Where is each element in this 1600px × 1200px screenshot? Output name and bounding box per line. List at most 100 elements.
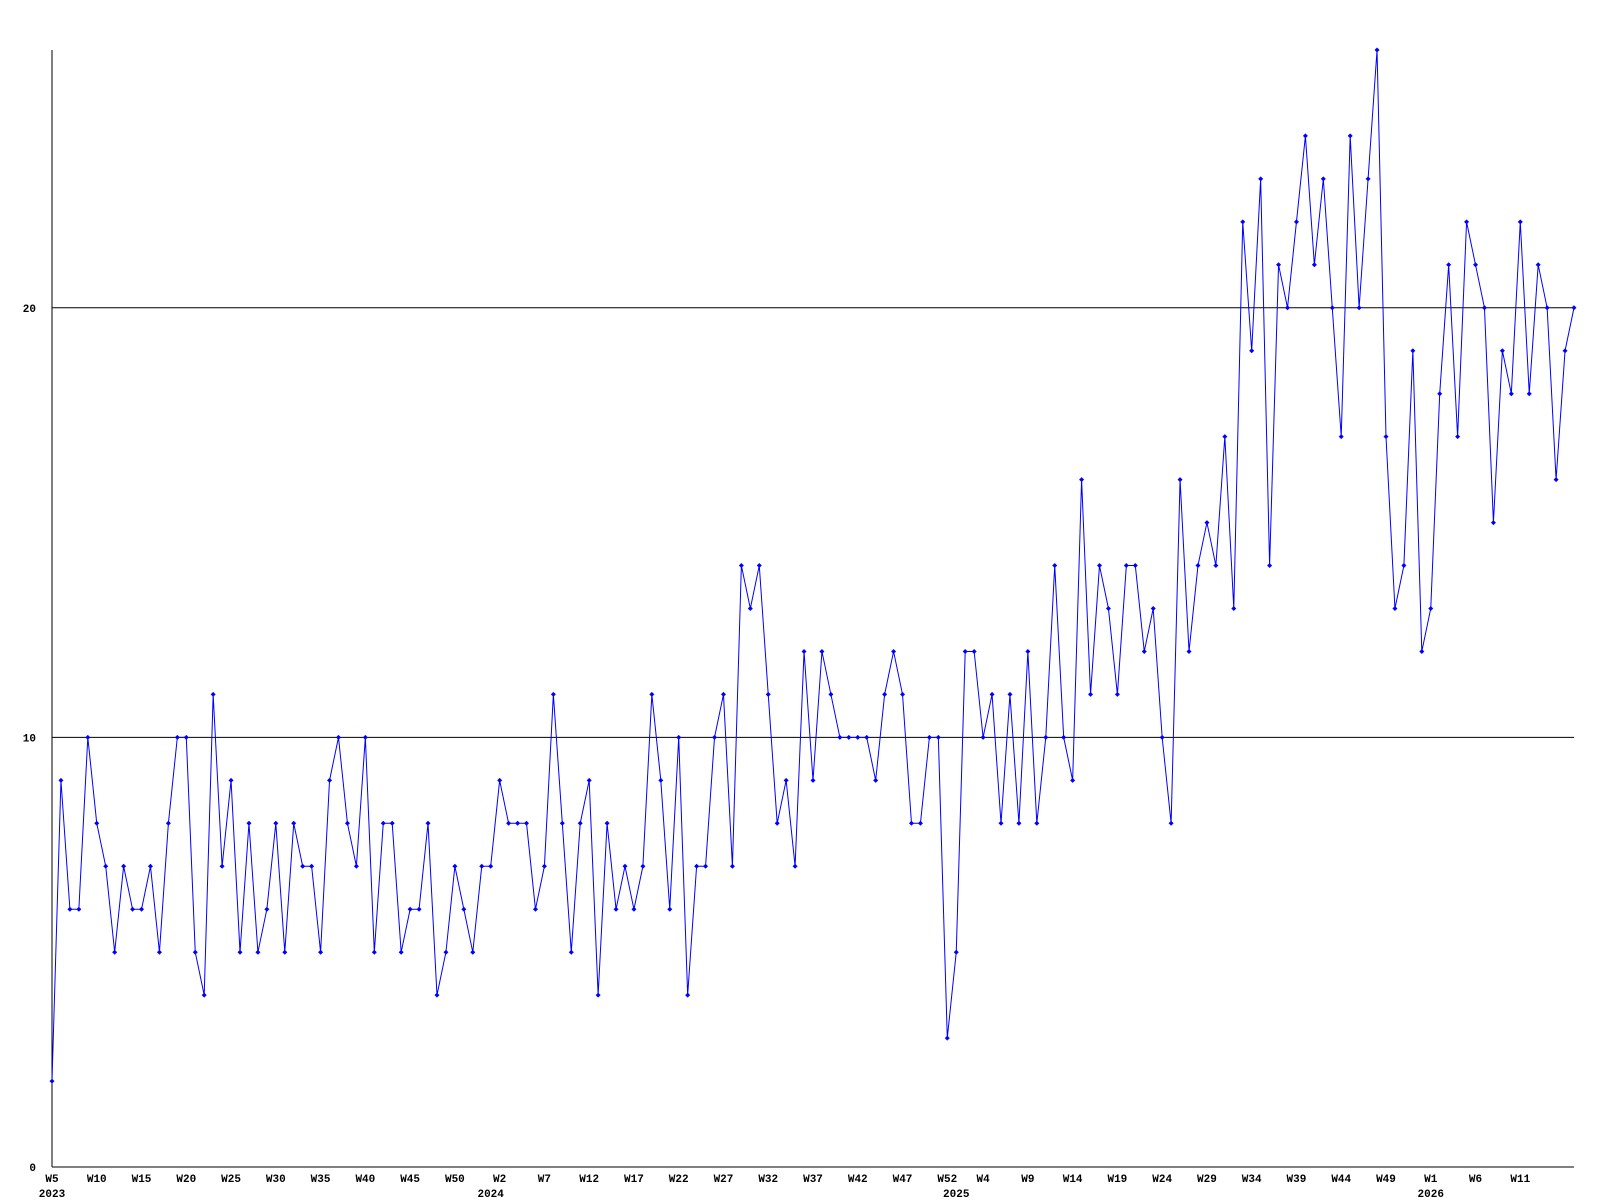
x-tick-label: W17 bbox=[624, 1174, 644, 1186]
point-marker bbox=[1338, 434, 1344, 440]
x-tick-label: W22 bbox=[669, 1174, 689, 1186]
point-marker bbox=[998, 820, 1004, 826]
point-marker bbox=[774, 820, 780, 826]
point-marker bbox=[237, 949, 243, 955]
point-marker bbox=[1293, 219, 1299, 225]
series-line bbox=[51, 49, 1575, 1082]
point-marker bbox=[837, 734, 843, 740]
point-marker bbox=[810, 777, 816, 783]
point-marker bbox=[1464, 219, 1470, 225]
x-tick-label: W27 bbox=[714, 1174, 734, 1186]
point-marker bbox=[891, 648, 897, 654]
point-marker bbox=[1132, 563, 1138, 569]
point-marker bbox=[1365, 176, 1371, 182]
point-marker bbox=[568, 949, 574, 955]
year-label: 2024 bbox=[477, 1189, 504, 1200]
x-tick-label: W40 bbox=[355, 1174, 375, 1186]
point-marker bbox=[1070, 777, 1076, 783]
point-marker bbox=[1195, 563, 1201, 569]
x-tick-label: W32 bbox=[758, 1174, 778, 1186]
point-marker bbox=[1240, 219, 1246, 225]
point-marker bbox=[1553, 477, 1559, 483]
point-marker bbox=[156, 949, 162, 955]
year-label: 2026 bbox=[1418, 1189, 1444, 1200]
point-marker bbox=[1249, 348, 1255, 354]
point-marker bbox=[694, 863, 700, 869]
x-tick-label: W42 bbox=[848, 1174, 868, 1186]
x-tick-label: W4 bbox=[977, 1174, 991, 1186]
point-marker bbox=[1535, 262, 1541, 268]
point-marker bbox=[1034, 820, 1040, 826]
point-marker bbox=[264, 906, 270, 912]
point-marker bbox=[1311, 262, 1317, 268]
x-tick-label: W9 bbox=[1021, 1174, 1034, 1186]
x-tick-label: W14 bbox=[1063, 1174, 1083, 1186]
point-marker bbox=[1517, 219, 1523, 225]
point-marker bbox=[577, 820, 583, 826]
point-marker bbox=[174, 734, 180, 740]
point-marker bbox=[1258, 176, 1264, 182]
point-marker bbox=[282, 949, 288, 955]
point-marker bbox=[461, 906, 467, 912]
x-tick-label: W44 bbox=[1331, 1174, 1351, 1186]
point-marker bbox=[416, 906, 422, 912]
point-marker bbox=[1571, 305, 1577, 311]
x-tick-label: W1 bbox=[1424, 1174, 1438, 1186]
point-marker bbox=[1419, 648, 1425, 654]
point-marker bbox=[1383, 434, 1389, 440]
point-marker bbox=[1114, 691, 1120, 697]
point-marker bbox=[407, 906, 413, 912]
point-marker bbox=[1329, 305, 1335, 311]
point-marker bbox=[604, 820, 610, 826]
point-marker bbox=[1159, 734, 1165, 740]
point-marker bbox=[1150, 606, 1156, 611]
point-marker bbox=[380, 820, 386, 826]
x-tick-label: W12 bbox=[579, 1174, 599, 1186]
point-marker bbox=[622, 863, 628, 869]
point-marker bbox=[559, 820, 565, 826]
point-marker bbox=[1285, 305, 1291, 311]
x-tick-label: W39 bbox=[1287, 1174, 1307, 1186]
point-marker bbox=[85, 734, 91, 740]
point-marker bbox=[228, 777, 234, 783]
y-tick-label: 20 bbox=[23, 304, 36, 316]
point-marker bbox=[1105, 606, 1111, 611]
point-marker bbox=[1446, 262, 1452, 268]
point-marker bbox=[1410, 348, 1416, 354]
point-marker bbox=[962, 648, 968, 654]
point-marker bbox=[1204, 520, 1210, 526]
x-tick-label: W6 bbox=[1469, 1174, 1482, 1186]
x-tick-label: W52 bbox=[937, 1174, 957, 1186]
x-tick-label: W15 bbox=[132, 1174, 152, 1186]
point-marker bbox=[1302, 133, 1308, 139]
point-marker bbox=[658, 777, 664, 783]
point-marker bbox=[720, 691, 726, 697]
point-marker bbox=[335, 734, 341, 740]
point-marker bbox=[273, 820, 279, 826]
point-marker bbox=[819, 648, 825, 654]
point-marker bbox=[541, 863, 547, 869]
x-tick-label: W19 bbox=[1107, 1174, 1127, 1186]
point-marker bbox=[362, 734, 368, 740]
point-marker bbox=[183, 734, 189, 740]
point-marker bbox=[1508, 391, 1514, 397]
point-marker bbox=[165, 820, 171, 826]
point-marker bbox=[130, 906, 136, 912]
point-marker bbox=[398, 949, 404, 955]
point-marker bbox=[425, 820, 431, 826]
x-tick-label: W25 bbox=[221, 1174, 241, 1186]
point-marker bbox=[792, 863, 798, 869]
point-marker bbox=[917, 820, 923, 826]
point-marker bbox=[828, 691, 834, 697]
point-marker bbox=[1267, 563, 1273, 569]
x-tick-label: W24 bbox=[1152, 1174, 1172, 1186]
point-marker bbox=[631, 906, 637, 912]
point-marker bbox=[971, 648, 977, 654]
x-tick-label: W49 bbox=[1376, 1174, 1396, 1186]
point-marker bbox=[1231, 606, 1237, 611]
point-marker bbox=[783, 777, 789, 783]
point-marker bbox=[103, 863, 109, 869]
point-marker bbox=[524, 820, 530, 826]
point-marker bbox=[532, 906, 538, 912]
